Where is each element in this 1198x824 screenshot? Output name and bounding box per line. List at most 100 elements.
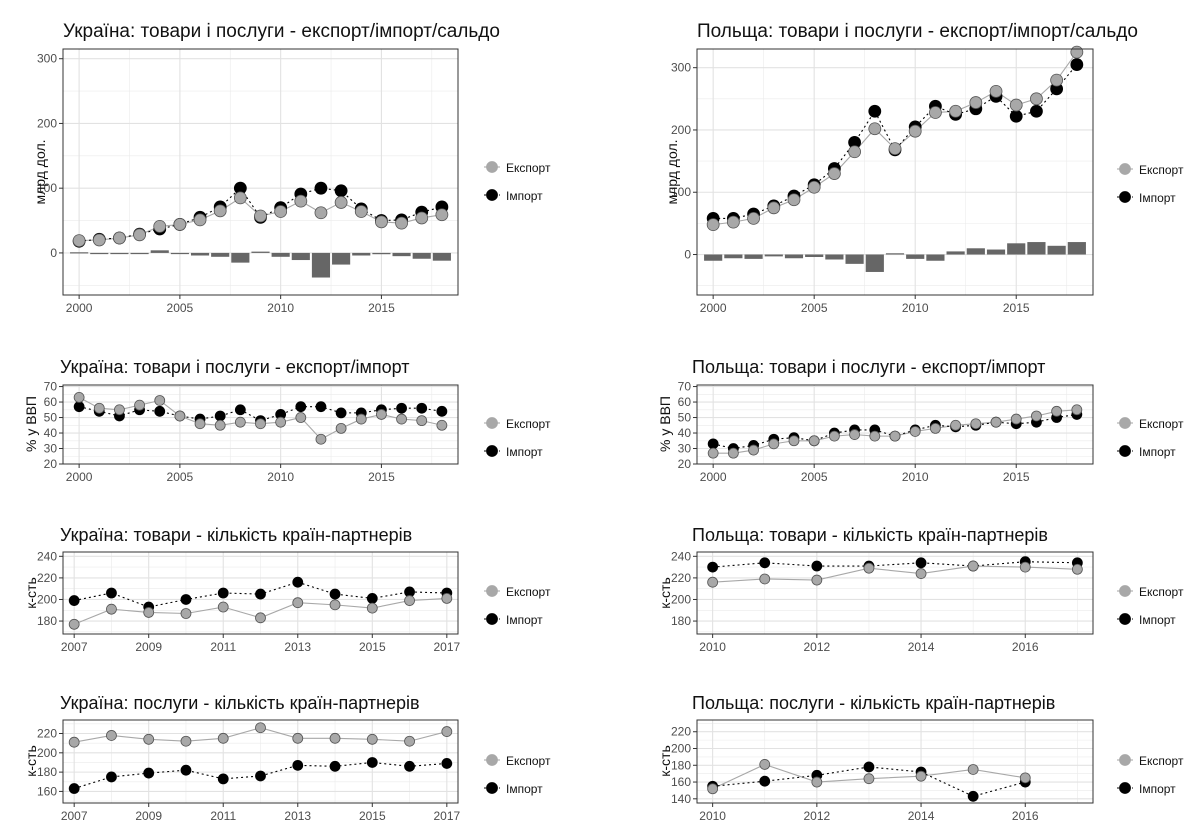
data-point: [255, 588, 266, 600]
x-tick-label: 2010: [267, 470, 294, 484]
data-point: [366, 733, 378, 745]
y-tick-label: 30: [678, 442, 692, 456]
legend-item-import: Імпорт: [484, 782, 543, 796]
balance-bar: [966, 248, 985, 255]
data-point: [113, 231, 126, 245]
legend-item-export: Експорт: [1117, 585, 1184, 599]
x-tick-label: 2010: [902, 301, 929, 315]
balance-bar: [744, 254, 763, 259]
data-point: [404, 735, 415, 747]
data-point: [811, 574, 823, 586]
points-export: [707, 759, 1031, 795]
data-point: [436, 405, 448, 417]
data-point: [404, 595, 415, 606]
data-point: [295, 401, 307, 413]
panel-border: [62, 719, 459, 804]
legend-label: Експорт: [506, 417, 551, 431]
data-point: [143, 733, 155, 745]
balance-bar: [764, 254, 783, 257]
data-point: [915, 770, 927, 782]
data-point: [967, 790, 979, 802]
y-tick-label: 220: [671, 725, 691, 739]
y-axis-label: к-сть: [23, 577, 39, 609]
panel-border: [62, 384, 459, 465]
data-point: [807, 180, 821, 194]
balance-bar: [986, 249, 1006, 255]
data-point: [275, 416, 287, 428]
x-tick-label: 2015: [368, 470, 395, 484]
legend-item-export: Експорт: [484, 417, 551, 431]
legend-item-import: Імпорт: [484, 189, 543, 203]
data-point: [106, 771, 117, 783]
legend-label: Імпорт: [1139, 613, 1176, 627]
legend-key-point: [486, 782, 498, 794]
legend-item-export: Експорт: [484, 754, 551, 768]
y-tick-label: 200: [37, 592, 57, 606]
y-tick-label: 20: [44, 457, 58, 471]
data-point: [767, 201, 781, 215]
data-point: [217, 773, 229, 785]
gridlines: [697, 49, 1093, 295]
data-point: [707, 783, 719, 795]
points-import: [68, 757, 453, 794]
data-point: [1030, 92, 1043, 106]
y-tick-label: 20: [678, 457, 692, 471]
series-line-import: [74, 761, 447, 790]
legend-item-export: Експорт: [484, 161, 551, 175]
data-point: [1019, 561, 1031, 573]
balance-bar: [150, 250, 169, 253]
data-point: [416, 402, 428, 414]
data-point: [68, 736, 80, 748]
data-point: [68, 595, 80, 606]
data-point: [915, 568, 927, 579]
balance-bar: [392, 252, 411, 257]
x-tick-label: 2015: [368, 301, 395, 315]
balance-bar: [130, 252, 149, 255]
panel-border: [696, 719, 1094, 804]
y-tick-label: 220: [37, 571, 57, 585]
chart-title: Україна: товари - кількість країн-партне…: [60, 525, 412, 545]
legend: Експорт Імпорт: [484, 754, 551, 796]
data-point: [441, 726, 453, 737]
balance-bar: [352, 252, 371, 256]
data-point: [335, 422, 347, 434]
data-point: [863, 761, 875, 773]
y-tick-label: 200: [671, 742, 691, 756]
y-tick-label: 180: [37, 765, 57, 779]
legend-label: Імпорт: [1139, 191, 1176, 205]
x-tick-label: 2013: [284, 809, 311, 823]
data-point: [68, 618, 80, 630]
points-export: [72, 191, 449, 248]
data-point: [990, 416, 1002, 428]
y-tick-label: 160: [37, 784, 57, 798]
legend-item-import: Імпорт: [1117, 782, 1176, 796]
plot-panel: [697, 385, 1093, 464]
data-point: [868, 104, 882, 118]
plot-panel: [63, 49, 458, 295]
y-tick-label: 300: [671, 61, 691, 75]
legend-key-point: [486, 445, 498, 457]
panel-border: [62, 48, 459, 296]
panel-border: [696, 384, 1094, 465]
balance-bar: [170, 252, 189, 255]
legend-label: Експорт: [1139, 754, 1184, 768]
data-point: [214, 419, 226, 431]
panel-border: [62, 551, 459, 635]
balance-bar: [865, 254, 884, 272]
panel-border: [696, 48, 1094, 296]
x-tick-label: 2010: [267, 301, 294, 315]
data-point: [441, 592, 453, 604]
data-point: [329, 732, 341, 744]
legend: Експорт Імпорт: [1117, 754, 1184, 796]
y-tick-label: 100: [37, 181, 57, 195]
legend-key-point: [1119, 754, 1131, 766]
balance-bar: [805, 254, 824, 258]
y-axis-label: млрд дол.: [664, 139, 680, 204]
balance-bar: [231, 252, 250, 263]
y-tick-label: 30: [44, 442, 58, 456]
data-point: [154, 395, 166, 406]
data-point: [334, 196, 348, 209]
chart-ua-services-partners: Україна: послуги - кількість країн-партн…: [23, 693, 551, 823]
legend-label: Експорт: [506, 754, 551, 768]
data-point: [214, 410, 226, 422]
